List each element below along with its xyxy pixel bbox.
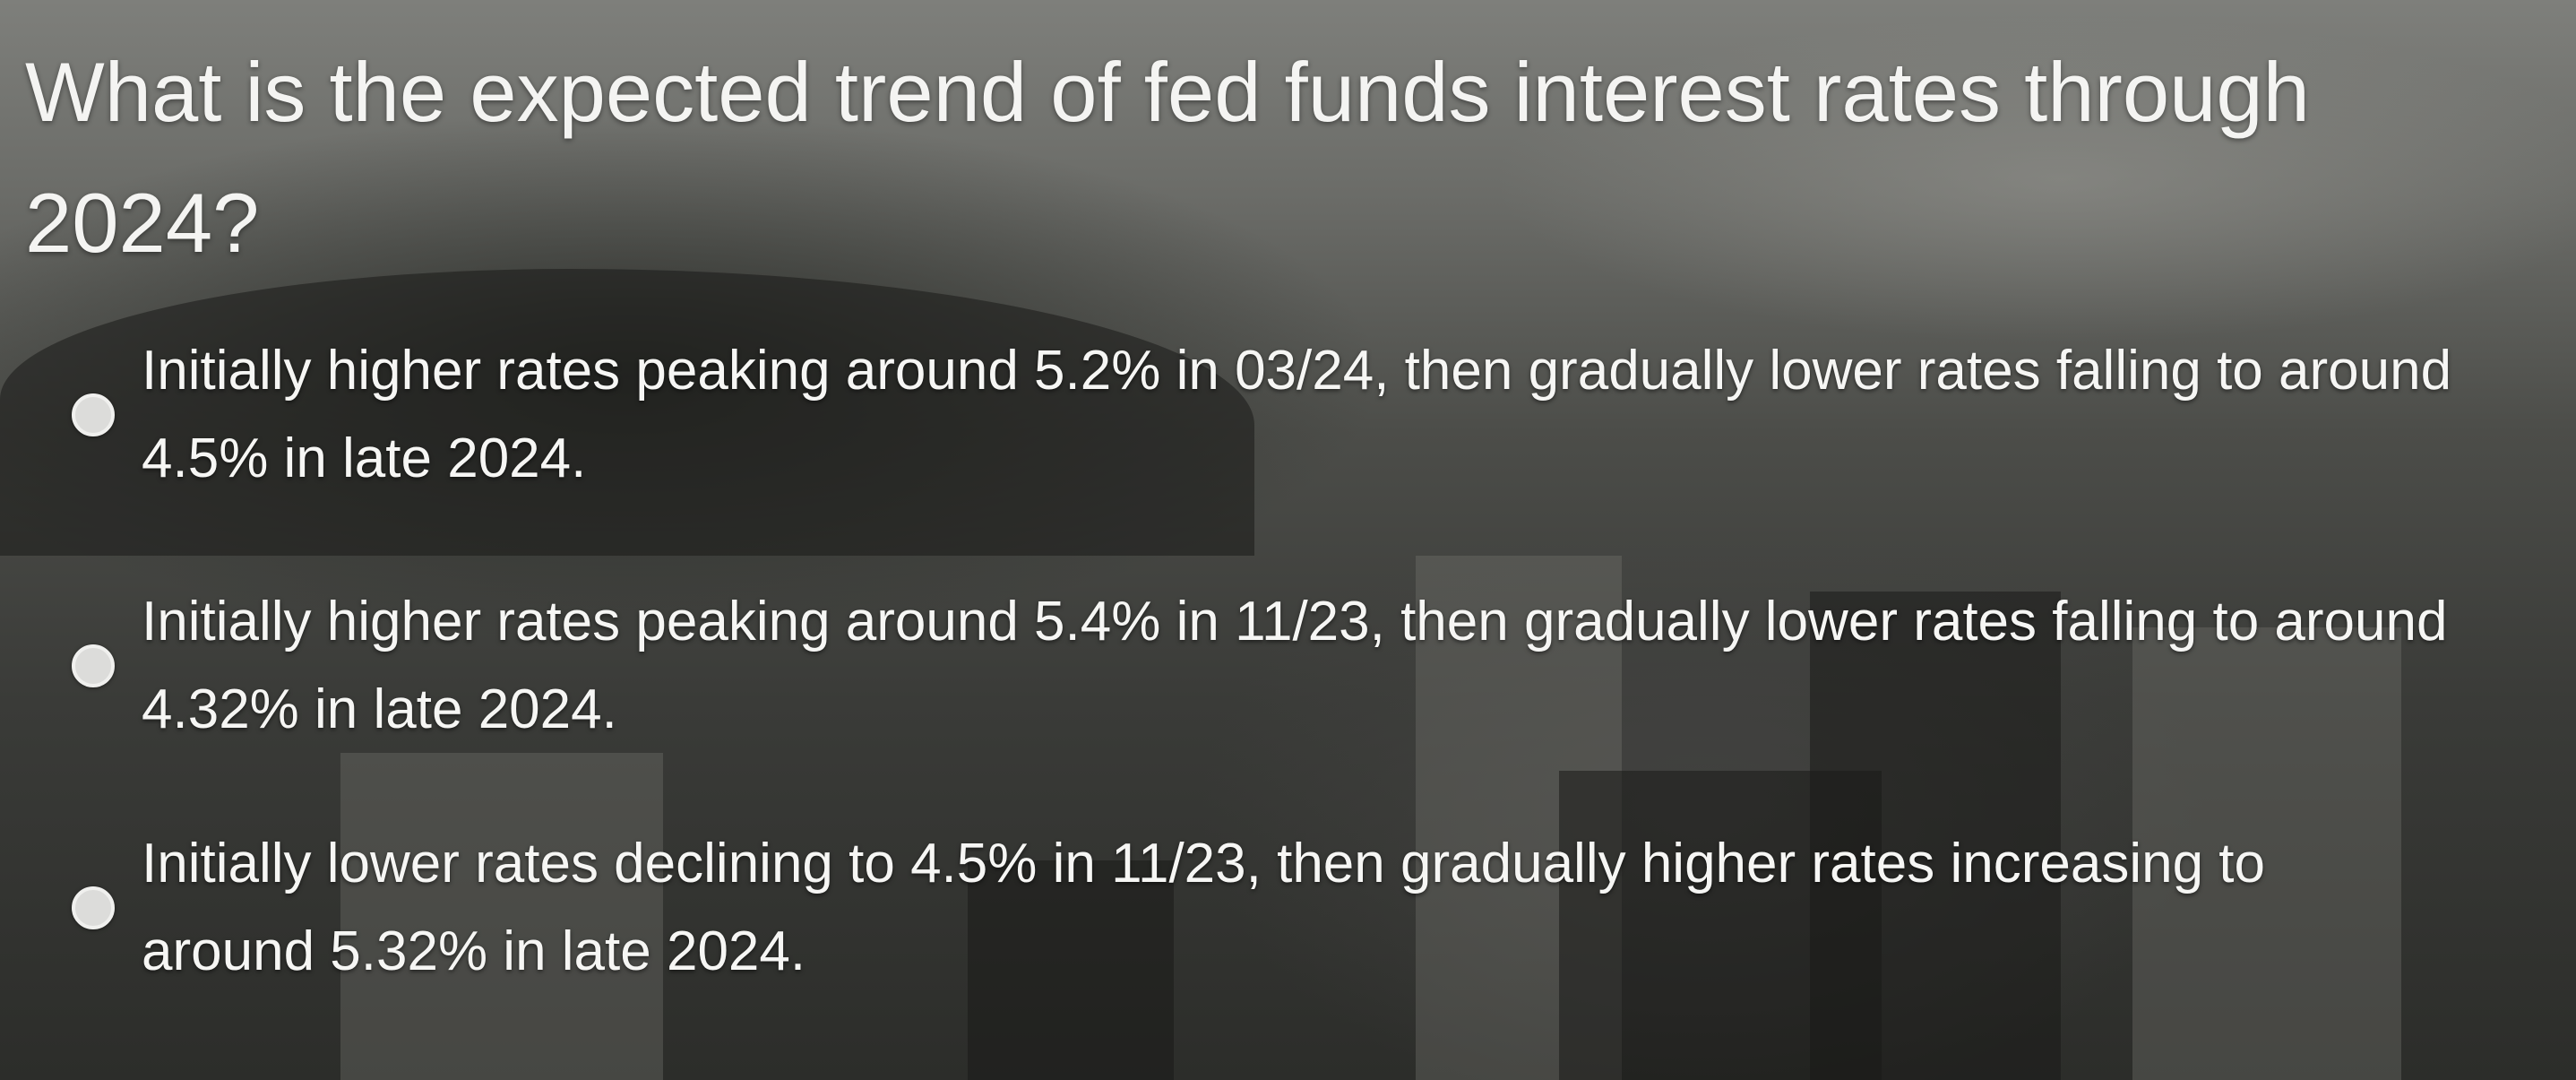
option-text[interactable]: Initially higher rates peaking around 5.… (142, 340, 2452, 489)
option-text[interactable]: Initially higher rates peaking around 5.… (142, 591, 2448, 740)
background-building (968, 860, 1174, 1080)
answer-option[interactable]: Initially higher rates peaking around 5.… (72, 578, 2491, 754)
answer-option[interactable]: Initially higher rates peaking around 5.… (72, 327, 2491, 503)
radio-button[interactable] (72, 886, 115, 929)
background-building (340, 753, 663, 1080)
background-building (1810, 592, 2061, 1080)
background-building (2132, 627, 2401, 1080)
question-title: What is the expected trend of fed funds … (25, 45, 2310, 270)
option-text[interactable]: Initially lower rates declining to 4.5% … (142, 833, 2265, 982)
radio-button[interactable] (72, 644, 115, 687)
radio-button[interactable] (72, 393, 115, 436)
background-hill (0, 269, 1254, 556)
answer-option[interactable]: Initially lower rates declining to 4.5% … (72, 820, 2491, 996)
